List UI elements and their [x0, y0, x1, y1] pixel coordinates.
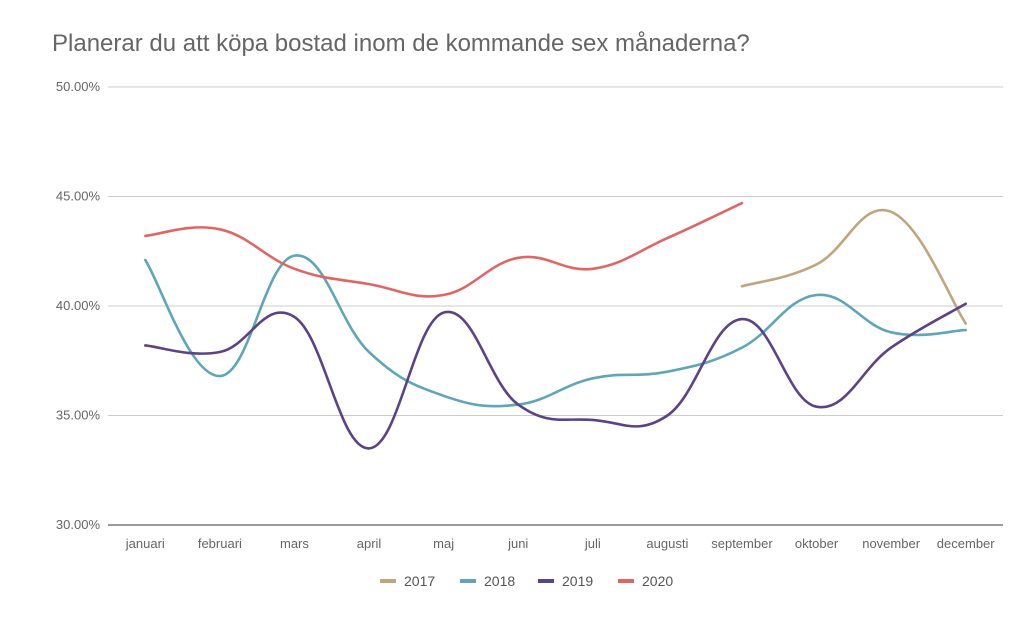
legend-label-2020: 2020	[642, 573, 673, 589]
series-line-2019	[144, 302, 967, 450]
series-line-2017	[740, 208, 967, 325]
x-tick-label: april	[357, 536, 382, 551]
series-lines	[144, 201, 967, 450]
y-tick-label: 50.00%	[56, 79, 101, 94]
y-tick-label: 40.00%	[56, 298, 101, 313]
x-tick-label: februari	[198, 536, 242, 551]
x-tick-label: oktober	[795, 536, 839, 551]
y-tick-label: 45.00%	[56, 189, 101, 204]
x-tick-label: november	[862, 536, 920, 551]
x-tick-label: september	[711, 536, 773, 551]
legend-label-2018: 2018	[484, 573, 515, 589]
x-axis-ticks: januari februari mars april maj juni juli augus…	[125, 536, 996, 551]
series-line-2020	[144, 201, 744, 298]
x-tick-label: juni	[507, 536, 528, 551]
x-tick-label: mars	[280, 536, 309, 551]
legend: 2017 2018 2019 2020	[380, 573, 673, 589]
chart-title: Planerar du att köpa bostad inom de komm…	[52, 30, 750, 57]
y-axis-ticks: 30.00% 35.00% 40.00% 45.00% 50.00%	[56, 79, 101, 532]
series-line-2018	[144, 254, 967, 408]
legend-label-2017: 2017	[404, 573, 435, 589]
x-tick-label: maj	[433, 536, 454, 551]
y-tick-label: 30.00%	[56, 517, 101, 532]
x-tick-label: augusti	[646, 536, 688, 551]
gridlines	[108, 86, 1003, 526]
x-tick-label: juli	[584, 536, 601, 551]
x-tick-label: december	[937, 536, 995, 551]
x-tick-label: januari	[125, 536, 165, 551]
legend-label-2019: 2019	[562, 573, 593, 589]
y-tick-label: 35.00%	[56, 408, 101, 423]
